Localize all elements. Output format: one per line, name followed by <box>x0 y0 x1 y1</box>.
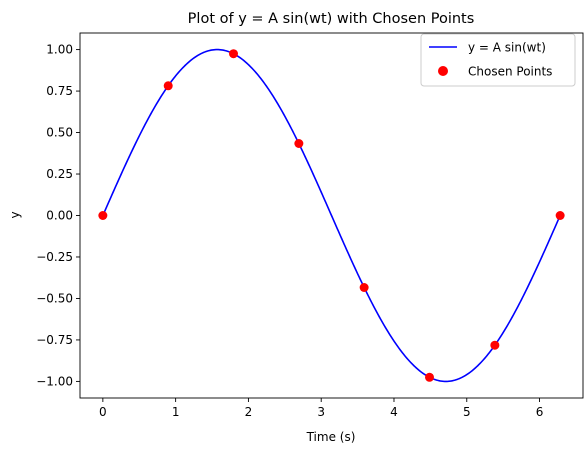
legend: y = A sin(wt) Chosen Points <box>420 33 576 87</box>
x-axis-label: Time (s) <box>306 430 356 444</box>
data-point-2 <box>228 49 238 59</box>
data-point-6 <box>490 340 500 350</box>
y-tick-label: −0.75 <box>36 333 73 347</box>
data-point-0 <box>98 211 108 220</box>
y-tick-label: 1.00 <box>46 43 73 57</box>
x-tick-label: 0 <box>99 405 107 419</box>
legend-item-points: Chosen Points <box>468 65 552 79</box>
legend-frame <box>420 33 576 87</box>
legend-point-swatch <box>438 66 448 76</box>
x-tick-label: 1 <box>172 405 180 419</box>
x-axis: 0 1 2 3 4 5 6 <box>99 398 543 419</box>
data-point-7 <box>555 211 565 220</box>
x-tick-label: 4 <box>390 405 398 419</box>
y-tick-label: 0.50 <box>46 126 73 140</box>
x-tick-label: 6 <box>536 405 544 419</box>
x-tick-label: 2 <box>245 405 253 419</box>
y-axis-label: y <box>8 211 22 218</box>
y-tick-label: −0.25 <box>36 250 73 264</box>
data-point-1 <box>163 81 173 91</box>
data-point-3 <box>294 138 304 148</box>
y-tick-label: −0.50 <box>36 291 73 305</box>
legend-item-line: y = A sin(wt) <box>468 41 546 55</box>
x-tick-label: 3 <box>317 405 325 419</box>
data-point-4 <box>359 283 369 293</box>
y-tick-label: 0.00 <box>46 209 73 223</box>
y-tick-label: 0.75 <box>46 84 73 98</box>
x-tick-label: 5 <box>463 405 471 419</box>
data-point-5 <box>425 372 435 382</box>
y-tick-label: −1.00 <box>36 374 73 388</box>
series-line-sine <box>102 48 561 383</box>
plot-area <box>79 32 584 399</box>
chart-title: Plot of y = A sin(wt) with Chosen Points <box>188 11 475 27</box>
y-axis: −1.00 −0.75 −0.50 −0.25 0.00 0.25 0.50 0.75 1.00 <box>36 43 80 388</box>
y-tick-label: 0.25 <box>46 167 73 181</box>
